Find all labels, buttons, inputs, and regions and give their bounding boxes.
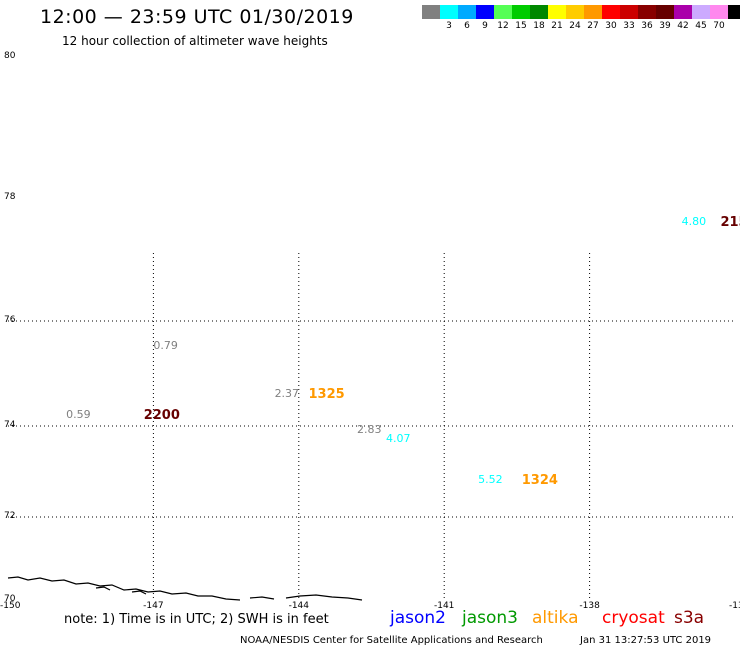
- color-swatch: [512, 5, 530, 19]
- longitude-label: -13: [729, 601, 740, 611]
- latitude-label: 72: [4, 511, 16, 521]
- satellite-legend-jason2: jason2: [390, 608, 446, 628]
- color-scale-label: 15: [515, 21, 527, 31]
- color-scale-label: 70: [713, 21, 725, 31]
- latitude-label: 70: [4, 594, 16, 604]
- pass-time-label: 1325: [308, 386, 345, 402]
- longitude-label: -147: [143, 601, 164, 611]
- color-swatch: [494, 5, 512, 19]
- color-scale-label: 12: [497, 21, 509, 31]
- color-swatch: [602, 5, 620, 19]
- color-scale-label: 27: [587, 21, 599, 31]
- color-scale-label: 6: [464, 21, 470, 31]
- color-scale-label: 36: [641, 21, 653, 31]
- color-swatch: [530, 5, 548, 19]
- color-swatch: [548, 5, 566, 19]
- color-swatch: [638, 5, 656, 19]
- map-subtitle: 12 hour collection of altimeter wave hei…: [62, 34, 328, 48]
- longitude-label: -150: [0, 601, 21, 611]
- color-swatch: [566, 5, 584, 19]
- color-swatch: [476, 5, 494, 19]
- generated-timestamp: Jan 31 13:27:53 UTC 2019: [580, 635, 712, 646]
- color-scale-label: 18: [533, 21, 545, 31]
- color-scale-label: 3: [446, 21, 452, 31]
- color-scale-label: 9: [482, 21, 488, 31]
- wave-height-label: 0.79: [153, 339, 178, 353]
- latitude-label: 76: [4, 315, 16, 325]
- wave-height-label: 5.52: [478, 472, 503, 486]
- coastline: [7, 576, 363, 601]
- color-swatch: [422, 5, 440, 19]
- longitude-label: -138: [579, 601, 600, 611]
- color-swatch: [692, 5, 710, 19]
- satellite-legend-jason3: jason3: [462, 608, 518, 628]
- latitude-label: 78: [4, 192, 16, 202]
- color-swatch: [728, 5, 740, 19]
- wave-height-label: 2.83: [356, 422, 382, 436]
- color-swatch: [674, 5, 692, 19]
- color-scale-label: 42: [677, 21, 689, 31]
- footnote: note: 1) Time is in UTC; 2) SWH is in fe…: [64, 612, 329, 627]
- longitude-label: -144: [288, 601, 310, 611]
- color-scale-label: 30: [605, 21, 617, 31]
- satellite-legend-altika: altika: [532, 608, 579, 628]
- color-scale-label: 21: [551, 21, 563, 31]
- pass-time-label: 2200: [143, 407, 180, 423]
- credit-line: NOAA/NESDIS Center for Satellite Applica…: [240, 635, 543, 646]
- latitude-label: 74: [4, 420, 16, 430]
- color-swatch: [440, 5, 458, 19]
- longitude-label: -141: [433, 601, 455, 611]
- color-swatch: [710, 5, 728, 19]
- wave-height-label: 0.59: [66, 407, 91, 421]
- color-swatch: [656, 5, 674, 19]
- pass-time-label: 2159: [720, 214, 740, 230]
- color-scale-label: 45: [695, 21, 707, 31]
- color-swatch: [584, 5, 602, 19]
- latitude-label: 80: [4, 51, 16, 61]
- wave-height-label: 2.37: [274, 386, 300, 400]
- satellite-legend-s3a: s3a: [674, 608, 705, 628]
- color-swatch: [620, 5, 638, 19]
- wave-height-label: 4.07: [386, 431, 411, 445]
- satellite-legend-cryosat: cryosat: [602, 608, 665, 628]
- color-scale-bar: [422, 5, 740, 19]
- color-scale-label: 33: [623, 21, 635, 31]
- pass-time-label: 1324: [521, 472, 558, 488]
- color-scale-label: 39: [659, 21, 671, 31]
- color-swatch: [458, 5, 476, 19]
- wave-height-label: 4.80: [681, 214, 707, 228]
- color-scale-label: 24: [569, 21, 581, 31]
- map-title: 12:00 — 23:59 UTC 01/30/2019: [40, 6, 354, 28]
